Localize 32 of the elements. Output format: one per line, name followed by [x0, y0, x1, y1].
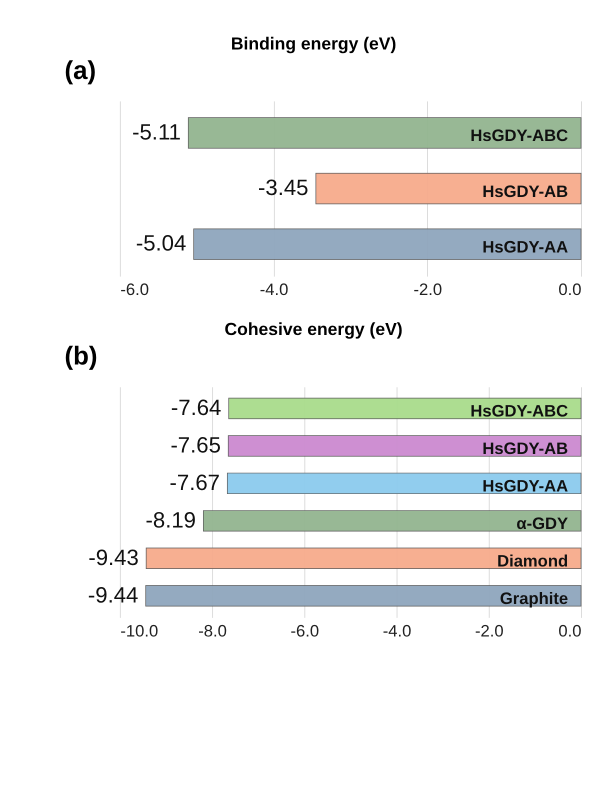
- data-label: -8.19: [146, 507, 196, 532]
- x-tick-label: -2.0: [413, 280, 442, 300]
- y-tick-label: HsGDY-AB: [482, 439, 568, 458]
- x-tick-label: 0.0: [558, 621, 582, 640]
- y-tick-label: α-GDY: [516, 514, 568, 534]
- data-label: -7.64: [170, 394, 222, 420]
- chart-title: Cohesive energy (eV): [224, 319, 403, 340]
- data-label: -5.04: [136, 230, 186, 256]
- data-label: -5.11: [132, 119, 181, 144]
- y-tick-label: HsGDY-AA: [482, 237, 568, 256]
- x-tick-label: 0.0: [558, 280, 582, 300]
- x-tick-label: -10.0: [120, 621, 158, 640]
- y-tick-label: Diamond: [497, 552, 568, 571]
- data-label: -9.44: [88, 582, 138, 608]
- x-tick-label: -4.0: [260, 280, 288, 300]
- y-tick-label: HsGDY-ABC: [470, 126, 568, 146]
- x-tick-label: -8.0: [198, 621, 227, 640]
- y-tick-label: HsGDY-AA: [482, 476, 568, 496]
- data-label: -3.45: [258, 175, 308, 200]
- y-tick-label: Graphite: [500, 589, 568, 608]
- data-label: -7.67: [170, 470, 220, 495]
- x-tick-label: -6.0: [290, 621, 320, 640]
- data-label: -9.43: [88, 544, 139, 570]
- x-tick-label: -2.0: [474, 621, 504, 640]
- y-tick-label: HsGDY-AB: [482, 182, 568, 201]
- x-tick-label: -6.0: [120, 280, 149, 300]
- text: (a): [64, 56, 96, 85]
- data-label: -7.65: [170, 432, 221, 458]
- chart-title: Binding energy (eV): [230, 33, 396, 54]
- text: (b): [64, 342, 98, 371]
- x-tick-label: -4.0: [382, 621, 412, 640]
- y-tick-label: HsGDY-ABC: [470, 402, 568, 421]
